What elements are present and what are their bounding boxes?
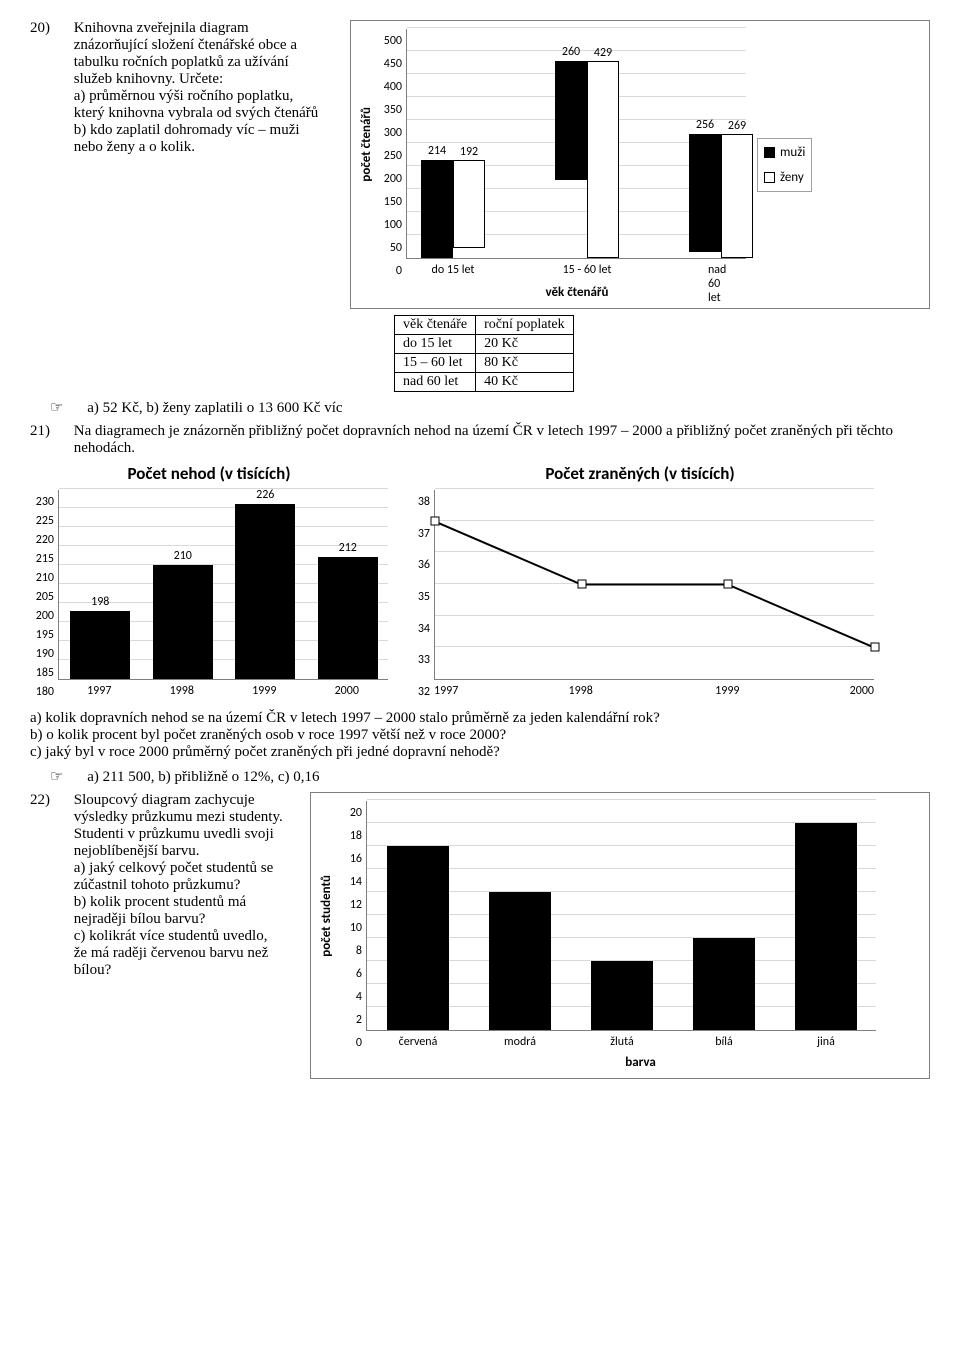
q20-num: 20) bbox=[30, 20, 70, 37]
injured-x-ticks: 1997199819992000 bbox=[434, 684, 874, 700]
injured-plot-area bbox=[434, 490, 874, 680]
students-x-ticks: červenámodrážlutábílájiná bbox=[367, 1035, 877, 1049]
ans20: ☞ a) 52 Kč, b) ženy zaplatili o 13 600 K… bbox=[30, 398, 930, 417]
q21-sub-c: c) jaký byl v roce 2000 průměrný počet z… bbox=[30, 744, 930, 761]
accidents-title: Počet nehod (v tisících) bbox=[30, 463, 388, 484]
students-y-ticks: 02468101214161820 bbox=[338, 801, 366, 1031]
readers-y-ticks: 050100150200250300350400450500 bbox=[378, 29, 406, 259]
q22-text: Sloupcový diagram zachycuje výsledky prů… bbox=[74, 792, 284, 979]
ans20-text: a) 52 Kč, b) ženy zaplatili o 13 600 Kč … bbox=[87, 400, 342, 416]
readers-chart-container: počet čtenářů 05010015020025030035040045… bbox=[350, 20, 930, 392]
q21-charts: Počet nehod (v tisících) 180185190195200… bbox=[30, 463, 930, 700]
fee-table: věk čtenářeroční poplatekdo 15 let20 Kč1… bbox=[394, 315, 574, 392]
injured-title: Počet zraněných (v tisících) bbox=[406, 463, 874, 484]
ans21-text: a) 211 500, b) přibližně o 12%, c) 0,16 bbox=[87, 769, 319, 785]
q21-sub-b: b) o kolik procent byl počet zraněných o… bbox=[30, 727, 930, 744]
q22-left: 22) Sloupcový diagram zachycuje výsledky… bbox=[30, 792, 290, 979]
q21-row: 21) Na diagramech je znázorněn přibližný… bbox=[30, 423, 930, 457]
ans21: ☞ a) 211 500, b) přibližně o 12%, c) 0,1… bbox=[30, 767, 930, 786]
injured-chart: Počet zraněných (v tisících) 32333435363… bbox=[406, 463, 874, 700]
accidents-y-ticks: 180185190195200205210215220225230 bbox=[30, 490, 58, 680]
students-x-axis-label: barva bbox=[367, 1055, 914, 1070]
students-plot-area bbox=[366, 801, 876, 1031]
accidents-chart: Počet nehod (v tisících) 180185190195200… bbox=[30, 463, 388, 700]
readers-chart: počet čtenářů 05010015020025030035040045… bbox=[350, 20, 930, 309]
q20-text: Knihovna zveřejnila diagram znázorňující… bbox=[74, 20, 324, 156]
readers-legend: mužiženy bbox=[757, 138, 812, 192]
accidents-plot-area: 198210226212 bbox=[58, 490, 388, 680]
q22-num: 22) bbox=[30, 792, 70, 809]
readers-plot-area: 214192260429256269 bbox=[406, 29, 746, 259]
q20-row: 20) Knihovna zveřejnila diagram znázorňu… bbox=[30, 20, 930, 392]
students-y-axis-label: počet studentů bbox=[319, 875, 334, 957]
hand-icon: ☞ bbox=[50, 768, 63, 785]
readers-x-ticks: do 15 let15 - 60 letnad 60 let bbox=[407, 263, 747, 279]
hand-icon: ☞ bbox=[50, 399, 63, 416]
readers-x-axis-label: věk čtenářů bbox=[407, 285, 747, 300]
students-chart: počet studentů 02468101214161820 červená… bbox=[310, 792, 930, 1079]
accidents-x-ticks: 1997199819992000 bbox=[58, 684, 388, 698]
readers-y-axis-label: počet čtenářů bbox=[359, 107, 374, 182]
q21-text: Na diagramech je znázorněn přibližný poč… bbox=[74, 423, 924, 457]
q21-sub-a: a) kolik dopravních nehod se na území ČR… bbox=[30, 710, 930, 727]
q21-num: 21) bbox=[30, 423, 70, 440]
q22-row: 22) Sloupcový diagram zachycuje výsledky… bbox=[30, 792, 930, 1079]
q20-left: 20) Knihovna zveřejnila diagram znázorňu… bbox=[30, 20, 330, 156]
